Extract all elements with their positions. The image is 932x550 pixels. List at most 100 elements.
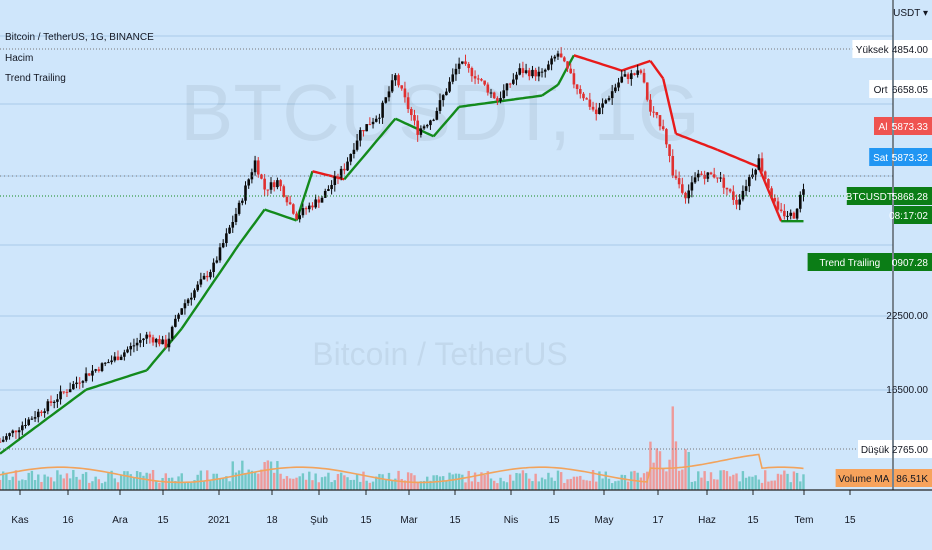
candle-body — [288, 202, 292, 205]
candle-body — [626, 74, 630, 80]
candle-body — [582, 93, 585, 99]
price-tag-name: Ort — [874, 85, 888, 96]
candle-body — [113, 356, 117, 361]
volume-bar — [225, 476, 228, 490]
candle-body — [556, 53, 560, 57]
volume-bar — [671, 406, 674, 490]
volume-bar — [728, 476, 732, 490]
candle-body — [802, 189, 805, 195]
candle-body — [167, 338, 171, 348]
candle-body — [425, 125, 429, 127]
candle-body — [358, 130, 362, 141]
candle-body — [429, 120, 432, 126]
candle-body — [457, 63, 461, 69]
trend-trailing-segment — [85, 369, 148, 391]
candle-body — [21, 425, 24, 431]
candle-body — [770, 188, 773, 198]
candle-body — [14, 430, 18, 433]
candle-body — [355, 140, 359, 150]
volume-bar — [518, 473, 521, 490]
right-axis-ticks: 22500.00 16500.00 — [886, 311, 928, 396]
volume-bar — [145, 472, 148, 490]
candle-body — [527, 70, 531, 77]
candle-body — [11, 430, 15, 434]
indicator-volume-label[interactable]: Hacim — [5, 52, 34, 64]
volume-bar — [46, 476, 50, 490]
volume-bar — [14, 470, 18, 490]
candle-body — [365, 124, 368, 132]
x-axis[interactable]: Kas 16 Ara 15 2021 18 Şub 15 Mar 15 Nis 15 May 17 Haz 1… — [11, 490, 856, 526]
trend-trailing-segment — [264, 208, 297, 222]
candle-body — [684, 192, 687, 199]
volume-bar — [250, 470, 254, 490]
candle-body — [161, 339, 164, 345]
volume-bar — [314, 473, 317, 490]
volume-bar — [381, 474, 384, 490]
symbol-title[interactable]: Bitcoin / TetherUS, 1G, BINANCE — [5, 32, 154, 43]
volume-bar — [81, 473, 85, 490]
volume-bar — [282, 478, 285, 490]
trend-trailing-segment — [662, 78, 678, 134]
candle-body — [260, 174, 263, 179]
x-axis-label: May — [595, 515, 614, 526]
volume-bar — [528, 478, 531, 490]
volume-bar — [276, 461, 279, 490]
volume-bar — [483, 474, 486, 490]
candle-body — [779, 209, 783, 211]
volume-bars — [0, 406, 805, 490]
price-tag-name: Düşük — [861, 445, 890, 456]
volume-bar — [365, 480, 368, 490]
candle-body — [196, 284, 199, 291]
volume-bar — [700, 477, 703, 490]
volume-bar — [308, 471, 311, 490]
volume-bar — [591, 470, 595, 490]
candle-body — [559, 53, 563, 58]
candle-body — [566, 61, 569, 69]
candle-body — [496, 98, 499, 101]
trend-trailing-segment — [621, 59, 651, 72]
candle-body — [52, 401, 56, 403]
x-axis-label: Kas — [11, 515, 28, 526]
volume-bar — [553, 480, 556, 490]
volume-bar — [601, 478, 604, 490]
watermark-sub: Bitcoin / TetherUS — [312, 336, 568, 372]
volume-bar — [21, 479, 24, 490]
volume-bar — [732, 474, 735, 490]
volume-bar — [738, 481, 741, 490]
candle-body — [202, 275, 206, 280]
candle-body — [193, 290, 196, 298]
volume-bar — [72, 469, 75, 490]
candle-body — [221, 243, 225, 248]
candle-body — [17, 430, 21, 433]
candle-body — [441, 95, 445, 101]
candle-body — [438, 100, 442, 111]
candle-body — [524, 70, 528, 73]
volume-bar — [279, 473, 282, 490]
currency-label[interactable]: USDT ▾ — [893, 8, 928, 19]
candle-body — [27, 419, 30, 425]
x-axis-label: 15 — [449, 515, 461, 526]
candle-body — [339, 168, 343, 178]
candle-body — [374, 118, 378, 122]
right-axis-bg — [893, 0, 932, 490]
candle-body — [253, 160, 257, 173]
candle-body — [387, 91, 391, 98]
candle-body — [693, 177, 697, 183]
candle-body — [575, 84, 579, 89]
candle-body — [263, 178, 266, 190]
trend-trailing-segment — [295, 170, 314, 221]
candle-body — [521, 68, 525, 73]
candle-body — [158, 338, 161, 345]
volume-bar — [744, 477, 748, 490]
price-tag-name: Sat — [873, 153, 888, 164]
volume-bar — [760, 482, 764, 490]
candle-body — [473, 76, 477, 79]
candle-body — [75, 382, 78, 385]
volume-bar — [84, 472, 88, 490]
indicator-trend-label[interactable]: Trend Trailing — [5, 73, 66, 84]
candle-body — [502, 90, 506, 99]
volume-bar — [534, 473, 537, 490]
